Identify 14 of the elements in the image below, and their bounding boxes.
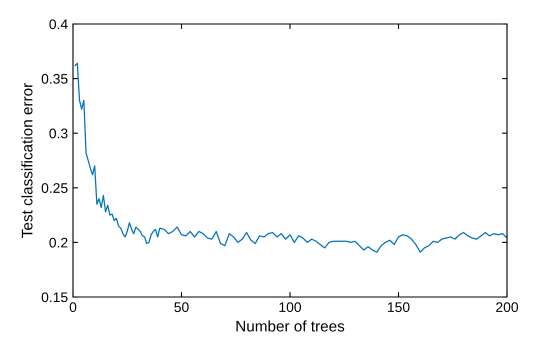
y-tick-label: 0.3 xyxy=(49,128,68,138)
y-axis-title: Test classification error xyxy=(21,83,33,238)
x-tick-label: 0 xyxy=(70,302,76,312)
x-tick-label: 50 xyxy=(174,302,189,312)
y-tick-label: 0.2 xyxy=(49,238,68,248)
y-tick-label: 0.25 xyxy=(42,183,68,193)
x-tick-label: 100 xyxy=(279,302,302,312)
y-tick-label: 0.35 xyxy=(42,74,68,84)
x-tick-label: 200 xyxy=(496,302,518,312)
line-series xyxy=(74,62,507,253)
y-tick-label: 0.4 xyxy=(49,19,68,30)
x-axis-title: Number of trees xyxy=(236,320,344,332)
y-tick-label: 0.15 xyxy=(42,292,68,302)
x-tick-label: 150 xyxy=(388,302,410,312)
